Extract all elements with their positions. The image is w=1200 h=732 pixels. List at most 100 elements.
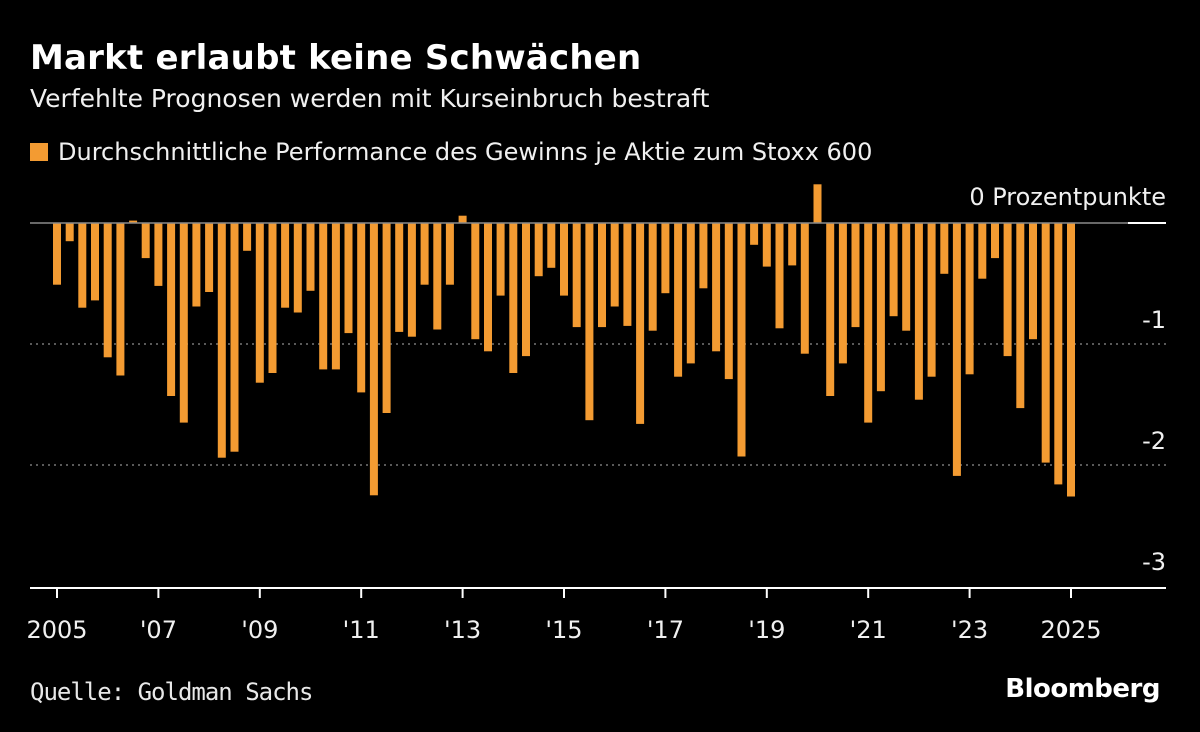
bar-66 bbox=[889, 223, 898, 317]
bar-49 bbox=[674, 223, 683, 377]
bar-26 bbox=[382, 223, 391, 413]
bar-31 bbox=[445, 223, 454, 285]
bar-8 bbox=[154, 223, 163, 286]
bar-75 bbox=[1003, 223, 1012, 357]
bar-32 bbox=[458, 215, 467, 223]
bar-15 bbox=[243, 223, 252, 251]
bar-40 bbox=[560, 223, 568, 296]
bar-16 bbox=[255, 223, 264, 383]
bar-3 bbox=[91, 223, 99, 301]
x-tick-label-8: '21 bbox=[850, 616, 887, 644]
x-tick-label-6: '17 bbox=[647, 616, 684, 644]
bar-69 bbox=[927, 223, 936, 377]
bar-10 bbox=[179, 223, 188, 423]
bar-65 bbox=[876, 223, 885, 392]
bar-61 bbox=[826, 223, 835, 396]
bar-36 bbox=[509, 223, 518, 373]
bar-47 bbox=[648, 223, 657, 331]
bar-2 bbox=[78, 223, 87, 308]
bar-39 bbox=[547, 223, 556, 268]
bar-11 bbox=[192, 223, 201, 307]
tick-labels: 2005 '07 '09 '11 '13 '15 '17 '19 '21 '23 2025 0 Pro… bbox=[26, 183, 1166, 644]
bar-70 bbox=[940, 223, 949, 274]
chart-subtitle: Verfehlte Prognosen werden mit Kurseinbr… bbox=[30, 84, 710, 113]
bar-42 bbox=[585, 223, 594, 421]
bar-51 bbox=[699, 223, 708, 289]
bar-24 bbox=[357, 223, 366, 393]
bar-77 bbox=[1029, 223, 1037, 340]
x-tick-label-3: '11 bbox=[343, 616, 380, 644]
bar-80 bbox=[1067, 223, 1075, 497]
bar-17 bbox=[268, 223, 277, 373]
bar-13 bbox=[217, 223, 226, 458]
bar-63 bbox=[851, 223, 860, 328]
y-tick-label-0: 0 Prozentpunkte bbox=[969, 183, 1166, 211]
bar-79 bbox=[1054, 223, 1063, 485]
bar-21 bbox=[319, 223, 328, 370]
bar-68 bbox=[914, 223, 923, 400]
bar-25 bbox=[369, 223, 378, 496]
bar-14 bbox=[230, 223, 239, 452]
bloomberg-logo: Bloomberg bbox=[1005, 674, 1160, 704]
axes bbox=[30, 222, 1166, 598]
bar-64 bbox=[864, 223, 873, 423]
bar-53 bbox=[724, 223, 733, 380]
bar-35 bbox=[496, 223, 505, 296]
bar-27 bbox=[395, 223, 404, 332]
gridlines bbox=[30, 343, 1166, 466]
bar-38 bbox=[534, 223, 543, 277]
bar-18 bbox=[281, 223, 290, 308]
bar-43 bbox=[598, 223, 606, 328]
bars bbox=[53, 184, 1075, 497]
legend-label: Durchschnittliche Performance des Gewinn… bbox=[58, 138, 873, 166]
bar-72 bbox=[965, 223, 974, 375]
bar-37 bbox=[522, 223, 530, 357]
legend: Durchschnittliche Performance des Gewinn… bbox=[30, 138, 872, 166]
x-tick-label-7: '19 bbox=[748, 616, 785, 644]
x-tick-label-10: 2025 bbox=[1040, 616, 1101, 644]
bar-29 bbox=[420, 223, 429, 285]
bar-44 bbox=[610, 223, 619, 307]
bar-59 bbox=[800, 223, 809, 354]
x-tick-label-1: '07 bbox=[140, 616, 177, 644]
bar-23 bbox=[344, 223, 353, 334]
bar-73 bbox=[978, 223, 987, 279]
bar-7 bbox=[141, 223, 150, 259]
legend-swatch bbox=[30, 143, 48, 161]
bar-58 bbox=[788, 223, 797, 266]
bar-33 bbox=[471, 223, 480, 340]
bar-71 bbox=[952, 223, 961, 476]
x-tick-label-4: '13 bbox=[444, 616, 481, 644]
bar-50 bbox=[686, 223, 695, 364]
bar-54 bbox=[737, 223, 746, 457]
x-tick-label-9: '23 bbox=[951, 616, 988, 644]
bar-46 bbox=[636, 223, 645, 424]
bar-4 bbox=[103, 223, 112, 358]
x-tick-label-5: '15 bbox=[545, 616, 582, 644]
y-tick-label-3: -3 bbox=[1142, 548, 1166, 576]
bar-55 bbox=[750, 223, 759, 245]
chart-title: Markt erlaubt keine Schwächen bbox=[30, 38, 642, 78]
bar-48 bbox=[661, 223, 670, 294]
bar-52 bbox=[712, 223, 721, 352]
bar-56 bbox=[762, 223, 771, 267]
x-tick-label-0: 2005 bbox=[26, 616, 87, 644]
bar-6 bbox=[129, 220, 138, 223]
x-tick-label-2: '09 bbox=[241, 616, 278, 644]
bar-34 bbox=[484, 223, 492, 352]
bar-60 bbox=[813, 184, 822, 223]
y-tick-label-1: -1 bbox=[1142, 306, 1166, 334]
bar-22 bbox=[331, 223, 340, 370]
bar-57 bbox=[775, 223, 784, 329]
bar-12 bbox=[205, 223, 214, 292]
y-tick-label-2: -2 bbox=[1142, 427, 1166, 455]
bar-41 bbox=[572, 223, 581, 328]
bar-74 bbox=[991, 223, 999, 259]
bar-67 bbox=[902, 223, 911, 331]
bar-20 bbox=[306, 223, 315, 291]
bar-45 bbox=[623, 223, 632, 326]
bar-76 bbox=[1016, 223, 1025, 409]
bar-28 bbox=[407, 223, 416, 337]
bar-30 bbox=[433, 223, 442, 330]
